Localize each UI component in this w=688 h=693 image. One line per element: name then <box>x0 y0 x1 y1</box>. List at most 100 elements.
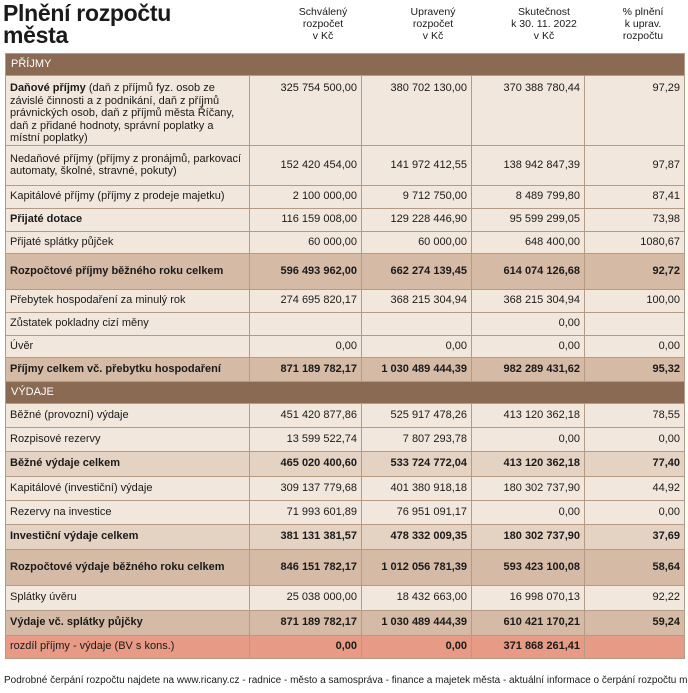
cell-approved: 465 020 400,60 <box>249 450 362 477</box>
table-row: Splátky úvěru 25 038 000,00 18 432 663,0… <box>5 584 686 611</box>
row-label: Přijaté splátky půjček <box>5 230 250 254</box>
cell-percent <box>583 311 686 336</box>
cell-percent: 59,24 <box>583 609 686 636</box>
section-header-income: PŘÍJMY <box>4 53 686 76</box>
cell-approved: 71 993 601,89 <box>249 499 362 525</box>
cell-adjusted: 0,00 <box>361 634 472 659</box>
cell-adjusted: 533 724 772,04 <box>361 450 472 477</box>
cell-adjusted: 380 702 130,00 <box>361 75 472 146</box>
row-label-bold: Přijaté dotace <box>10 213 83 226</box>
table-row: Kapitálové příjmy (příjmy z prodeje maje… <box>5 184 686 209</box>
cell-actual: 593 423 100,08 <box>471 548 585 586</box>
cell-adjusted: 9 712 750,00 <box>361 184 472 209</box>
cell-adjusted: 141 972 412,55 <box>361 144 472 186</box>
cell-percent: 73,98 <box>583 207 686 232</box>
cell-percent: 0,00 <box>583 334 686 358</box>
cell-percent: 0,00 <box>583 426 686 452</box>
cell-actual: 16 998 070,13 <box>471 584 585 611</box>
cell-approved: 274 695 820,17 <box>249 288 362 313</box>
table-row: Úvěr 0,00 0,00 0,00 0,00 <box>5 334 686 358</box>
cell-percent: 95,32 <box>583 356 686 382</box>
cell-approved: 25 038 000,00 <box>249 584 362 611</box>
cell-percent: 1080,67 <box>583 230 686 254</box>
cell-actual: 0,00 <box>471 311 585 336</box>
row-label: Běžné (provozní) výdaje <box>5 402 250 428</box>
cell-percent: 92,22 <box>583 584 686 611</box>
section-label: PŘÍJMY <box>4 53 686 76</box>
row-label: rozdíl příjmy - výdaje (BV s kons.) <box>5 634 250 659</box>
cell-percent: 77,40 <box>583 450 686 477</box>
cell-actual: 648 400,00 <box>471 230 585 254</box>
table-row-total: Příjmy celkem vč. přebytku hospodaření 8… <box>5 356 686 382</box>
cell-percent: 97,87 <box>583 144 686 186</box>
cell-approved: 13 599 522,74 <box>249 426 362 452</box>
table-row-difference: rozdíl příjmy - výdaje (BV s kons.) 0,00… <box>5 634 686 659</box>
cell-actual: 95 599 299,05 <box>471 207 585 232</box>
cell-actual: 413 120 362,18 <box>471 450 585 477</box>
page-title: Plnění rozpočtu města <box>3 0 172 48</box>
cell-adjusted: 1 030 489 444,39 <box>361 609 472 636</box>
row-label: Zůstatek pokladny cizí měny <box>5 311 250 336</box>
column-header-adjusted: Upravený rozpočet v Kč <box>410 6 456 42</box>
cell-approved: 309 137 779,68 <box>249 475 362 501</box>
cell-adjusted: 129 228 446,90 <box>361 207 472 232</box>
cell-adjusted: 478 332 009,35 <box>361 523 472 550</box>
cell-actual: 610 421 170,21 <box>471 609 585 636</box>
column-header-approved: Schválený rozpočet v Kč <box>298 6 348 42</box>
table-row-total: Rozpočtové výdaje běžného roku celkem 84… <box>5 548 686 586</box>
cell-approved: 381 131 381,57 <box>249 523 362 550</box>
cell-adjusted: 368 215 304,94 <box>361 288 472 313</box>
cell-approved: 846 151 782,17 <box>249 548 362 586</box>
cell-percent: 87,41 <box>583 184 686 209</box>
cell-adjusted: 1 012 056 781,39 <box>361 548 472 586</box>
column-header-percent: % plnění k uprav. rozpočtu <box>622 6 664 42</box>
cell-actual: 368 215 304,94 <box>471 288 585 313</box>
row-label: Nedaňové příjmy (příjmy z pronájmů, park… <box>5 144 250 186</box>
cell-adjusted: 525 917 478,26 <box>361 402 472 428</box>
table-row: Rezervy na investice 71 993 601,89 76 95… <box>5 499 686 525</box>
cell-adjusted: 7 807 293,78 <box>361 426 472 452</box>
cell-percent: 92,72 <box>583 252 686 290</box>
row-label: Příjmy celkem vč. přebytku hospodaření <box>5 356 250 382</box>
cell-approved: 2 100 000,00 <box>249 184 362 209</box>
cell-percent <box>583 634 686 659</box>
cell-approved: 325 754 500,00 <box>249 75 362 146</box>
row-label: Kapitálové příjmy (příjmy z prodeje maje… <box>5 184 250 209</box>
row-label: Rozpočtové výdaje běžného roku celkem <box>5 548 250 586</box>
cell-percent: 0,00 <box>583 499 686 525</box>
table-row: Přijaté dotace 116 159 008,00 129 228 44… <box>5 207 686 232</box>
cell-adjusted: 18 432 663,00 <box>361 584 472 611</box>
cell-approved: 0,00 <box>249 634 362 659</box>
row-label-detail: (daň z příjmů fyz. osob ze závislé činno… <box>10 82 235 144</box>
row-label-bold: Daňové příjmy <box>10 82 86 94</box>
table-row: Daňové příjmy (daň z příjmů fyz. osob ze… <box>5 75 686 146</box>
cell-percent: 100,00 <box>583 288 686 313</box>
cell-percent: 78,55 <box>583 402 686 428</box>
table-row: Kapitálové (investiční) výdaje 309 137 7… <box>5 475 686 501</box>
cell-adjusted: 76 951 091,17 <box>361 499 472 525</box>
cell-approved: 116 159 008,00 <box>249 207 362 232</box>
row-label: Výdaje vč. splátky půjčky <box>5 609 250 636</box>
cell-approved <box>249 311 362 336</box>
cell-actual: 614 074 126,68 <box>471 252 585 290</box>
section-label: VÝDAJE <box>4 380 686 404</box>
row-label: Běžné výdaje celkem <box>5 450 250 477</box>
cell-adjusted: 0,00 <box>361 334 472 358</box>
row-label: Rozpočtové příjmy běžného roku celkem <box>5 252 250 290</box>
column-header-actual: Skutečnost k 30. 11. 2022 v Kč <box>511 6 577 42</box>
row-label: Rozpisové rezervy <box>5 426 250 452</box>
row-label: Rezervy na investice <box>5 499 250 525</box>
table-row: Zůstatek pokladny cizí měny 0,00 <box>5 311 686 336</box>
table-row-subtotal: Běžné výdaje celkem 465 020 400,60 533 7… <box>5 450 686 477</box>
cell-adjusted: 60 000,00 <box>361 230 472 254</box>
row-label: Daňové příjmy (daň z příjmů fyz. osob ze… <box>5 75 250 146</box>
cell-actual: 0,00 <box>471 334 585 358</box>
cell-approved: 60 000,00 <box>249 230 362 254</box>
cell-approved: 871 189 782,17 <box>249 356 362 382</box>
cell-percent: 97,29 <box>583 75 686 146</box>
cell-actual: 0,00 <box>471 426 585 452</box>
table-row: Běžné (provozní) výdaje 451 420 877,86 5… <box>5 402 686 428</box>
cell-adjusted: 401 380 918,18 <box>361 475 472 501</box>
cell-approved: 596 493 962,00 <box>249 252 362 290</box>
footer-note: Podrobné čerpání rozpočtu najdete na www… <box>4 675 688 686</box>
